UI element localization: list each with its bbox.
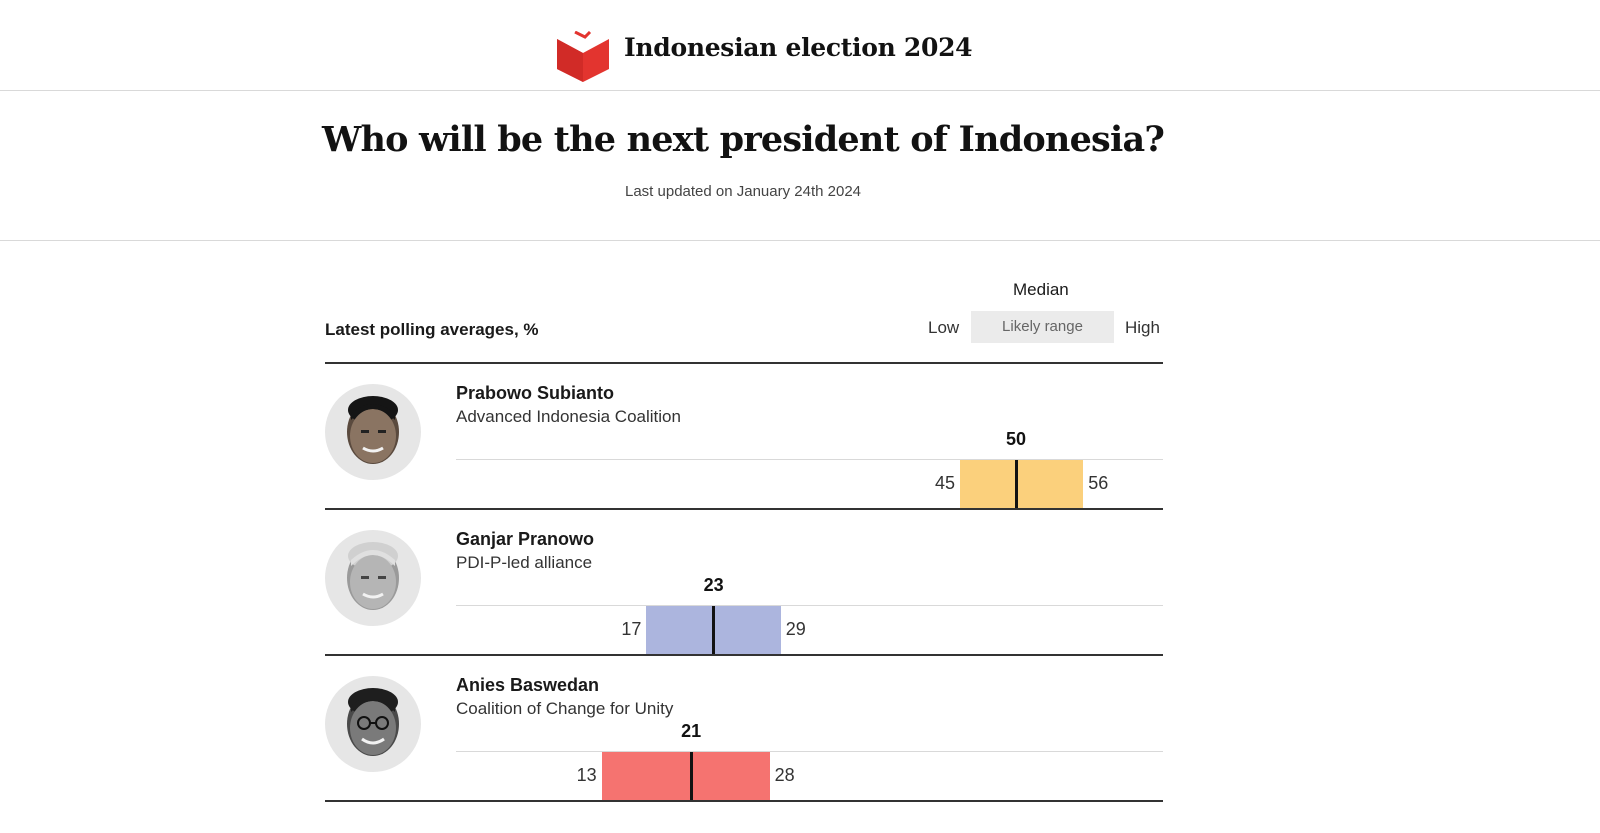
- candidate-party: Coalition of Change for Unity: [456, 699, 674, 718]
- site-title[interactable]: Indonesian election 2024: [624, 33, 973, 62]
- table-top-rule: [325, 362, 1163, 364]
- person-portrait-icon: [347, 542, 399, 610]
- headline-area: Who will be the next president of Indone…: [0, 91, 1600, 241]
- avatar: [325, 530, 421, 626]
- range-bar: [601, 752, 770, 800]
- range-track: [456, 605, 1163, 606]
- candidate-party: PDI-P-led alliance: [456, 553, 593, 572]
- person-portrait-icon: [347, 688, 399, 756]
- avatar: [325, 676, 421, 772]
- low-value: 13: [576, 765, 597, 785]
- site-header: Indonesian election 2024: [0, 0, 1600, 91]
- median-marker: [1014, 460, 1018, 508]
- low-value: 45: [934, 473, 955, 493]
- candidate-name: Anies Baswedan: [456, 675, 600, 695]
- median-value: 50: [1005, 429, 1027, 449]
- ballot-box-icon[interactable]: [557, 31, 609, 82]
- legend-likely-range: Likely range: [971, 311, 1114, 343]
- candidate-party: Advanced Indonesia Coalition: [456, 407, 681, 426]
- range-track: [456, 751, 1163, 752]
- high-value: 56: [1088, 473, 1109, 493]
- range-track: [456, 459, 1163, 460]
- legend-low: Low: [928, 318, 960, 337]
- avatar: [325, 384, 421, 480]
- legend-high: High: [1125, 318, 1160, 337]
- high-value: 28: [774, 765, 795, 785]
- row-divider: [325, 654, 1163, 656]
- range-bar: [960, 460, 1084, 508]
- legend-median: Median: [1013, 280, 1069, 299]
- page-title: Who will be the next president of Indone…: [321, 119, 1165, 160]
- median-value: 23: [703, 575, 724, 595]
- candidate-row: Ganjar Pranowo PDI-P-led alliance 23 17 …: [325, 510, 1163, 656]
- candidate-name: Ganjar Pranowo: [456, 529, 595, 549]
- high-value: 29: [785, 619, 806, 639]
- candidate-row: Anies Baswedan Coalition of Change for U…: [325, 656, 1163, 802]
- chart-title: Latest polling averages, %: [325, 320, 539, 339]
- candidate-row: Prabowo Subianto Advanced Indonesia Coal…: [325, 364, 1163, 510]
- median-marker: [712, 606, 716, 654]
- candidate-name: Prabowo Subianto: [456, 383, 615, 403]
- person-portrait-icon: [347, 396, 399, 464]
- median-marker: [689, 752, 693, 800]
- low-value: 17: [621, 619, 642, 639]
- row-divider: [325, 508, 1163, 510]
- row-divider: [325, 800, 1163, 802]
- last-updated: Last updated on January 24th 2024: [624, 183, 862, 200]
- median-value: 21: [681, 721, 702, 741]
